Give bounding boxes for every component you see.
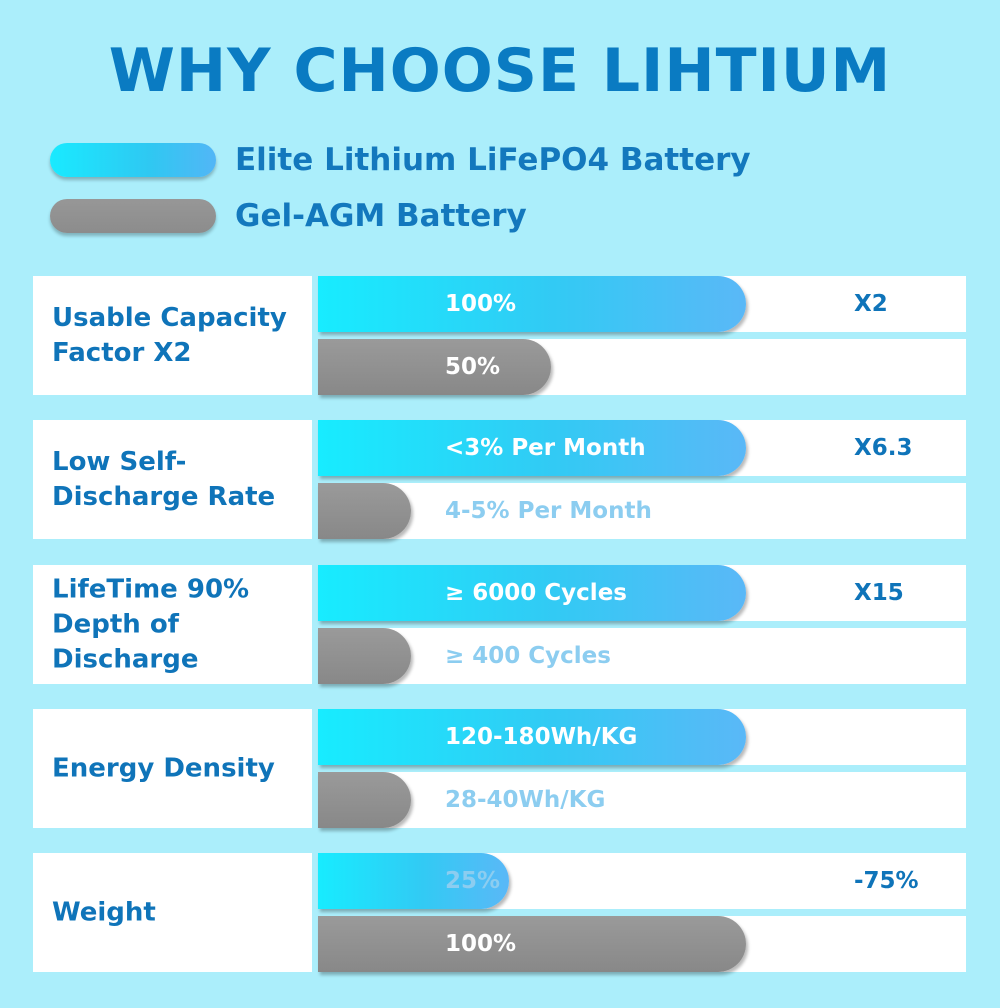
row-label-box: Low Self- Discharge Rate [33, 420, 312, 539]
row-label-box: Usable Capacity Factor X2 [33, 276, 312, 395]
page-title: WHY CHOOSE LIHTIUM [108, 36, 892, 106]
gel-value-label: 50% [445, 354, 501, 380]
row-label: Usable Capacity Factor X2 [52, 302, 287, 368]
lithium-value-label: 120-180Wh/KG [445, 724, 638, 750]
gel-bar-track: 28-40Wh/KG [318, 772, 966, 828]
row-label: Weight [52, 897, 156, 927]
row-label-box: Weight [33, 853, 312, 972]
gel-bar-track: 4-5% Per Month [318, 483, 966, 539]
lithium-bar [318, 420, 746, 476]
lithium-value-label: 25% [445, 868, 501, 894]
gel-bar [318, 628, 411, 684]
lithium-bar [318, 565, 746, 621]
lithium-bar-track: <3% Per Month X6.3 [318, 420, 966, 476]
gel-bar [318, 772, 411, 828]
lithium-bar [318, 709, 746, 765]
legend-label-lithium: Elite Lithium LiFePO4 Battery [235, 142, 751, 178]
ratio-label: -75% [854, 868, 919, 894]
gel-bar [318, 483, 411, 539]
lithium-bar-track: 100% X2 [318, 276, 966, 332]
row-label: Low Self- Discharge Rate [52, 446, 276, 512]
lithium-bar-track: 120-180Wh/KG [318, 709, 966, 765]
gel-bar [318, 916, 746, 972]
gel-value-label: 28-40Wh/KG [445, 787, 606, 813]
lithium-value-label: 100% [445, 291, 517, 317]
legend-swatch-gel [50, 199, 216, 233]
gel-bar [318, 339, 551, 395]
lithium-bar [318, 853, 509, 909]
lithium-bar [318, 276, 746, 332]
row-label: Energy Density [52, 753, 275, 783]
lithium-value-label: ≥ 6000 Cycles [445, 580, 627, 606]
lithium-bar-track: ≥ 6000 Cycles X15 [318, 565, 966, 621]
ratio-label: X15 [854, 580, 904, 606]
legend-swatch-lithium [50, 143, 216, 177]
row-label: LifeTime 90% Depth of Discharge [52, 574, 250, 674]
gel-bar-track: 50% [318, 339, 966, 395]
lithium-value-label: <3% Per Month [445, 435, 646, 461]
ratio-label: X6.3 [854, 435, 913, 461]
gel-value-label: 100% [445, 931, 517, 957]
lithium-bar-track: 25% -75% [318, 853, 966, 909]
row-label-box: LifeTime 90% Depth of Discharge [33, 565, 312, 684]
gel-value-label: 4-5% Per Month [445, 498, 652, 524]
row-label-box: Energy Density [33, 709, 312, 828]
gel-bar-track: ≥ 400 Cycles [318, 628, 966, 684]
gel-value-label: ≥ 400 Cycles [445, 643, 611, 669]
ratio-label: X2 [854, 291, 888, 317]
gel-bar-track: 100% [318, 916, 966, 972]
legend-label-gel: Gel-AGM Battery [235, 198, 527, 234]
